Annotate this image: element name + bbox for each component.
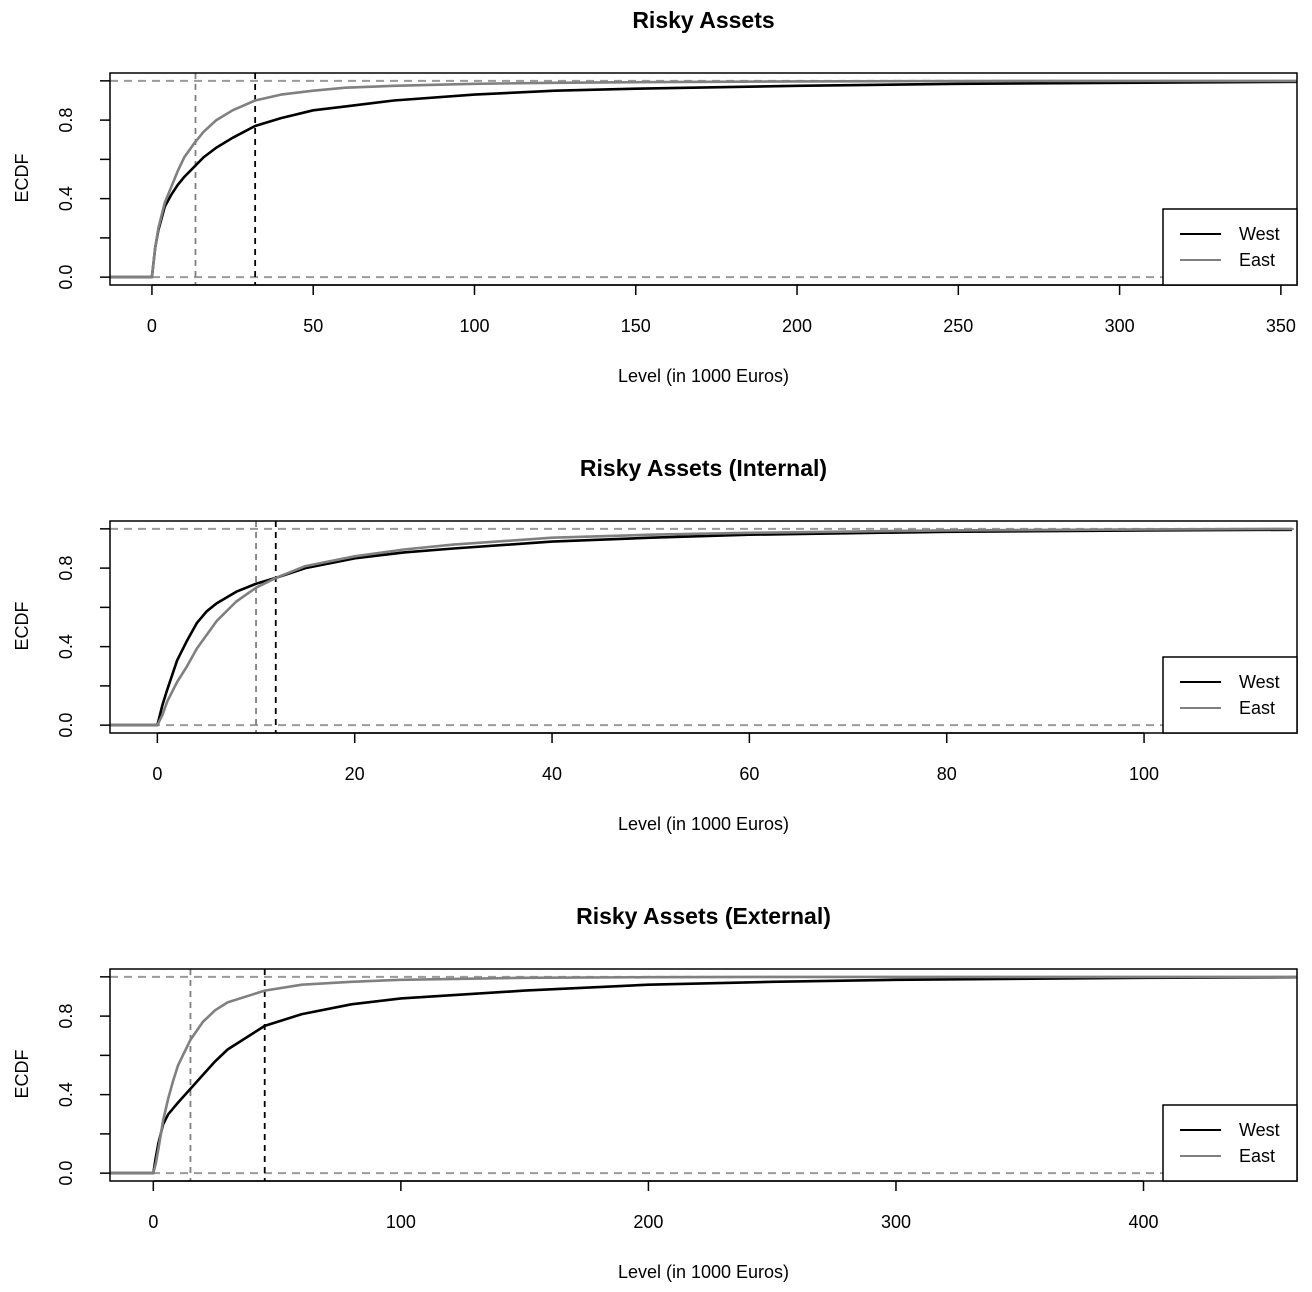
y-tick-label: 0.4	[56, 634, 76, 659]
x-axis-label: Level (in 1000 Euros)	[618, 814, 789, 834]
x-tick-label: 300	[1105, 316, 1135, 336]
y-tick-label: 0.8	[56, 556, 76, 581]
y-tick-label: 0.0	[56, 713, 76, 738]
panel-title: Risky Assets	[632, 7, 774, 33]
y-tick-label: 0.0	[56, 1161, 76, 1186]
series-line-west	[110, 528, 1293, 727]
x-tick-label: 20	[345, 764, 365, 784]
x-axis-label: Level (in 1000 Euros)	[618, 366, 789, 386]
x-axis-label: Level (in 1000 Euros)	[618, 1262, 789, 1282]
x-tick-label: 50	[303, 316, 323, 336]
x-tick-label: 300	[881, 1212, 911, 1232]
y-tick-label: 0.4	[56, 1082, 76, 1107]
x-tick-label: 100	[459, 316, 489, 336]
y-tick-label: 0.8	[56, 108, 76, 133]
panel-risky-assets-internal: Risky Assets (Internal) Level (in 1000 E…	[12, 455, 1298, 834]
y-tick-label: 0.8	[56, 1004, 76, 1029]
legend-label-west: West	[1239, 224, 1280, 244]
panel-title: Risky Assets (Internal)	[580, 455, 827, 481]
legend-label-west: West	[1239, 1120, 1280, 1140]
y-tick-label: 0.4	[56, 186, 76, 211]
x-tick-label: 150	[621, 316, 651, 336]
x-tick-label: 0	[152, 764, 162, 784]
x-tick-label: 100	[1129, 764, 1159, 784]
x-tick-label: 350	[1266, 316, 1296, 336]
x-tick-label: 80	[937, 764, 957, 784]
x-tick-label: 250	[943, 316, 973, 336]
legend-label-east: East	[1239, 250, 1275, 270]
legend-box	[1162, 656, 1298, 734]
legend-box	[1162, 1104, 1298, 1182]
legend-box	[1162, 208, 1298, 286]
y-axis-label: ECDF	[12, 153, 32, 202]
panel-risky-assets: Risky Assets Level (in 1000 Euros) ECDF …	[12, 7, 1298, 386]
x-tick-label: 60	[739, 764, 759, 784]
series-line-west	[110, 80, 1297, 279]
y-axis-label: ECDF	[12, 601, 32, 650]
legend-label-west: West	[1239, 672, 1280, 692]
legend-label-east: East	[1239, 1146, 1275, 1166]
panel-risky-assets-external: Risky Assets (External) Level (in 1000 E…	[12, 903, 1298, 1282]
plot-frame	[109, 520, 1298, 734]
y-tick-label: 0.0	[56, 265, 76, 290]
x-tick-label: 0	[147, 316, 157, 336]
y-axis-label: ECDF	[12, 1049, 32, 1098]
x-tick-label: 200	[633, 1212, 663, 1232]
x-tick-label: 0	[148, 1212, 158, 1232]
x-tick-label: 40	[542, 764, 562, 784]
legend-label-east: East	[1239, 698, 1275, 718]
series-line-east	[110, 79, 1297, 279]
x-tick-label: 100	[386, 1212, 416, 1232]
x-tick-label: 200	[782, 316, 812, 336]
plot-frame	[109, 968, 1298, 1182]
series-line-west	[110, 975, 1297, 1175]
series-line-east	[110, 527, 1293, 727]
x-tick-label: 400	[1128, 1212, 1158, 1232]
panel-title: Risky Assets (External)	[576, 903, 831, 929]
plot-frame	[109, 72, 1298, 286]
series-line-east	[110, 975, 1297, 1175]
